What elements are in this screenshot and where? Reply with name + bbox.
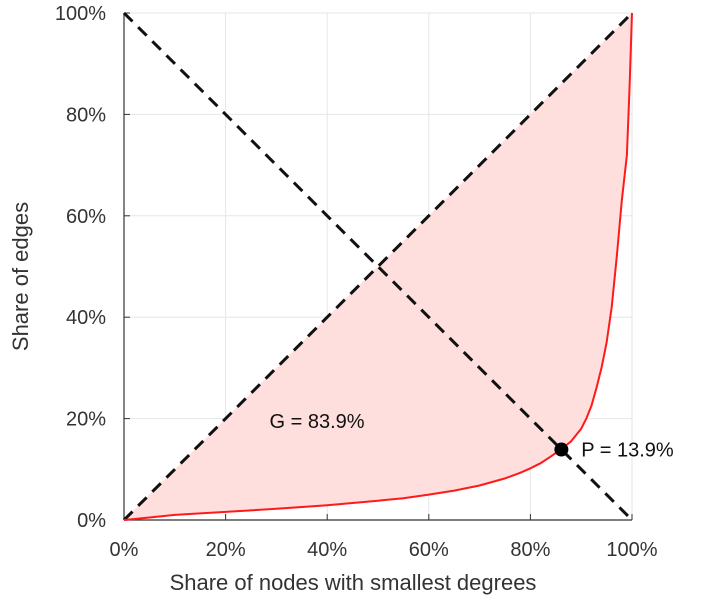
y-tick-label: 40% [66, 307, 106, 329]
x-tick-label: 0% [110, 539, 139, 561]
y-axis-label: Share of edges [8, 202, 33, 351]
x-axis-label: Share of nodes with smallest degrees [170, 570, 537, 595]
y-tick-label: 80% [66, 104, 106, 126]
p-annotation: P = 13.9% [581, 440, 674, 462]
y-tick-label: 60% [66, 206, 106, 228]
x-tick-label: 100% [606, 539, 657, 561]
x-tick-label: 60% [409, 539, 449, 561]
x-tick-label: 40% [307, 539, 347, 561]
x-tick-label: 20% [206, 539, 246, 561]
x-tick-label: 80% [510, 539, 550, 561]
inequality-area [124, 13, 632, 520]
y-tick-label: 100% [55, 3, 106, 25]
lorenz-curve [123, 12, 633, 521]
tick-labels: 0% 20% 40% 60% 80% 100% 0% 20% 40% 60% 80% 100% [55, 3, 658, 561]
point-marker [554, 442, 569, 457]
y-tick-label: 20% [66, 409, 106, 431]
y-tick-label: 0% [77, 510, 106, 532]
gini-annotation: G = 83.9% [270, 411, 365, 433]
